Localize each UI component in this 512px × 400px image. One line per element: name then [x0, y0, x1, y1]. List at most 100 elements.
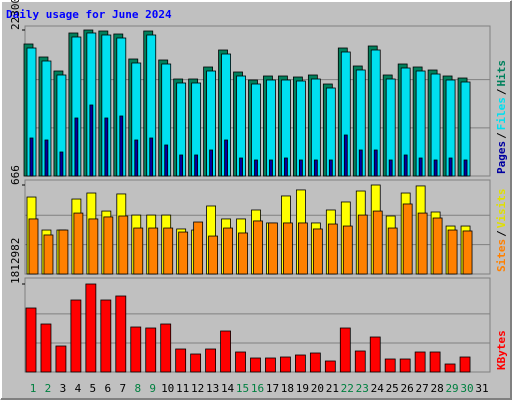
x-tick-label: 26 [401, 382, 414, 395]
x-tick-label: 21 [326, 382, 339, 395]
legend-entry: Hits [495, 60, 508, 87]
bar [432, 217, 443, 275]
bar [402, 203, 413, 275]
bar [29, 137, 34, 177]
bar [429, 351, 441, 373]
bar [25, 307, 37, 373]
bar [417, 212, 428, 275]
bar [73, 212, 84, 275]
bar [253, 220, 263, 275]
legend-entry: Visits [495, 189, 508, 229]
bar [354, 350, 366, 373]
bar [298, 159, 303, 177]
legend-entry: Sites [495, 239, 508, 272]
bar [339, 327, 351, 373]
bar [342, 225, 353, 275]
bar [238, 232, 248, 275]
bar [388, 159, 393, 177]
bar [312, 228, 323, 275]
bar [369, 336, 381, 373]
bar [43, 234, 54, 275]
x-tick-label: 9 [149, 382, 156, 395]
bar [372, 210, 383, 275]
x-tick-label: 17 [266, 382, 279, 395]
legend: KBytes [495, 330, 508, 370]
legend-entry: Pages [495, 141, 508, 174]
bar [239, 157, 243, 177]
bar [294, 354, 306, 373]
bar [100, 299, 112, 373]
bar [119, 115, 124, 177]
x-tick-label: 3 [60, 382, 67, 395]
x-tick-label: 25 [386, 382, 399, 395]
x-tick-label: 19 [296, 382, 309, 395]
bar [59, 151, 64, 177]
bar [70, 299, 82, 373]
bar [418, 157, 423, 177]
x-tick-label: 7 [119, 382, 126, 395]
x-tick-label: 23 [356, 382, 369, 395]
bar [254, 159, 258, 177]
bar [373, 149, 378, 177]
bar [164, 144, 169, 177]
bar [448, 157, 453, 177]
bar [463, 159, 468, 177]
bar [327, 223, 338, 275]
x-tick-label: 22 [341, 382, 354, 395]
bar [103, 216, 114, 275]
x-tick-label: 8 [134, 382, 141, 395]
bar [235, 351, 246, 373]
x-tick-label: 29 [445, 382, 458, 395]
bar [205, 348, 217, 373]
bar [208, 235, 219, 275]
legend-separator: / [495, 132, 508, 139]
bar [433, 159, 438, 177]
bar [328, 159, 333, 177]
bar [309, 352, 321, 373]
bar [44, 139, 49, 177]
x-tick-label: 27 [416, 382, 429, 395]
legend-entry: Files [495, 97, 508, 130]
bar [313, 159, 318, 177]
x-tick-label: 4 [75, 382, 82, 395]
bar [283, 222, 293, 275]
chart-title: Daily usage for June 2024 [6, 8, 172, 21]
bar [399, 358, 411, 373]
bar [40, 323, 52, 373]
bar [194, 154, 199, 177]
bar [85, 283, 97, 373]
bar [133, 227, 144, 275]
x-tick-label: 14 [221, 382, 235, 395]
bar [265, 357, 276, 373]
bar [179, 154, 184, 177]
bar [134, 139, 139, 177]
bar [223, 227, 233, 275]
legend: Pages/Files/Hits [495, 60, 508, 174]
legend-entry: KBytes [495, 330, 508, 370]
x-tick-label: 18 [281, 382, 294, 395]
bar [28, 218, 39, 275]
x-tick-label: 6 [105, 382, 112, 395]
bar [74, 117, 79, 177]
bar [459, 356, 471, 373]
bar [284, 157, 288, 177]
bar [384, 358, 396, 373]
bar [357, 214, 368, 275]
bar [148, 227, 159, 275]
bar [220, 330, 231, 373]
bar [88, 218, 99, 275]
x-tick-label: 24 [371, 382, 385, 395]
bar [130, 326, 142, 373]
bar [444, 363, 456, 373]
bar [160, 323, 172, 373]
y-tick-label: 666 [9, 165, 22, 185]
bar [224, 139, 228, 177]
x-tick-label: 16 [251, 382, 264, 395]
legend-separator: / [495, 230, 508, 237]
bar [343, 134, 348, 177]
bar [462, 230, 473, 275]
x-tick-label: 12 [191, 382, 204, 395]
